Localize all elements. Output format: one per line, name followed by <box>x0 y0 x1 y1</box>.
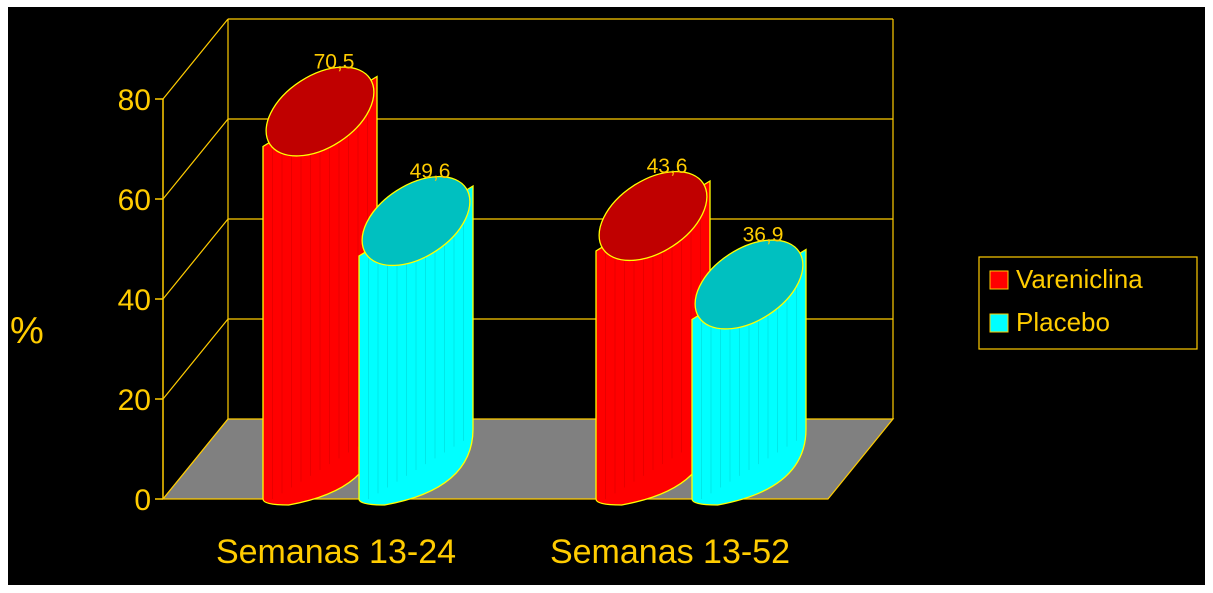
cylinder-bar-chart: 0 20 40 60 80% 70,5 49,6 43,6 36,9 Semanas 13-24 S… <box>10 18 1198 571</box>
data-label: 43,6 <box>647 155 688 178</box>
y-tick-label: 60 <box>118 184 151 217</box>
data-label: 36,9 <box>743 224 784 247</box>
x-category-label: Semanas 13-52 <box>550 533 790 571</box>
data-label: 70,5 <box>314 51 355 74</box>
legend-label: Vareniclina <box>1016 264 1143 294</box>
legend-swatch-placebo <box>989 313 1009 333</box>
cylinder-top-placebo <box>694 239 804 330</box>
side-gridline <box>162 18 229 100</box>
y-tick-label: 0 <box>134 484 151 517</box>
y-tick-label: 40 <box>118 284 151 317</box>
y-tick-label: 80 <box>118 84 151 117</box>
legend-label: Placebo <box>1016 307 1110 337</box>
y-tick-label: 20 <box>118 384 151 417</box>
legend-swatch-vareniclina <box>989 270 1009 290</box>
x-category-label: Semanas 13-24 <box>216 533 456 571</box>
data-label: 49,6 <box>410 160 451 183</box>
chart-area: 0 20 40 60 80% 70,5 49,6 43,6 36,9 Semanas 13-24 S… <box>8 7 1205 585</box>
side-gridline <box>162 118 229 200</box>
side-gridline <box>162 218 229 300</box>
cylinder-top-placebo <box>361 175 471 267</box>
y-axis-label: % <box>10 310 44 352</box>
cylinder-top-vareniclina <box>598 170 708 262</box>
side-gridline <box>162 318 229 400</box>
legend-box <box>978 256 1198 350</box>
cylinder-top-vareniclina <box>265 66 375 157</box>
